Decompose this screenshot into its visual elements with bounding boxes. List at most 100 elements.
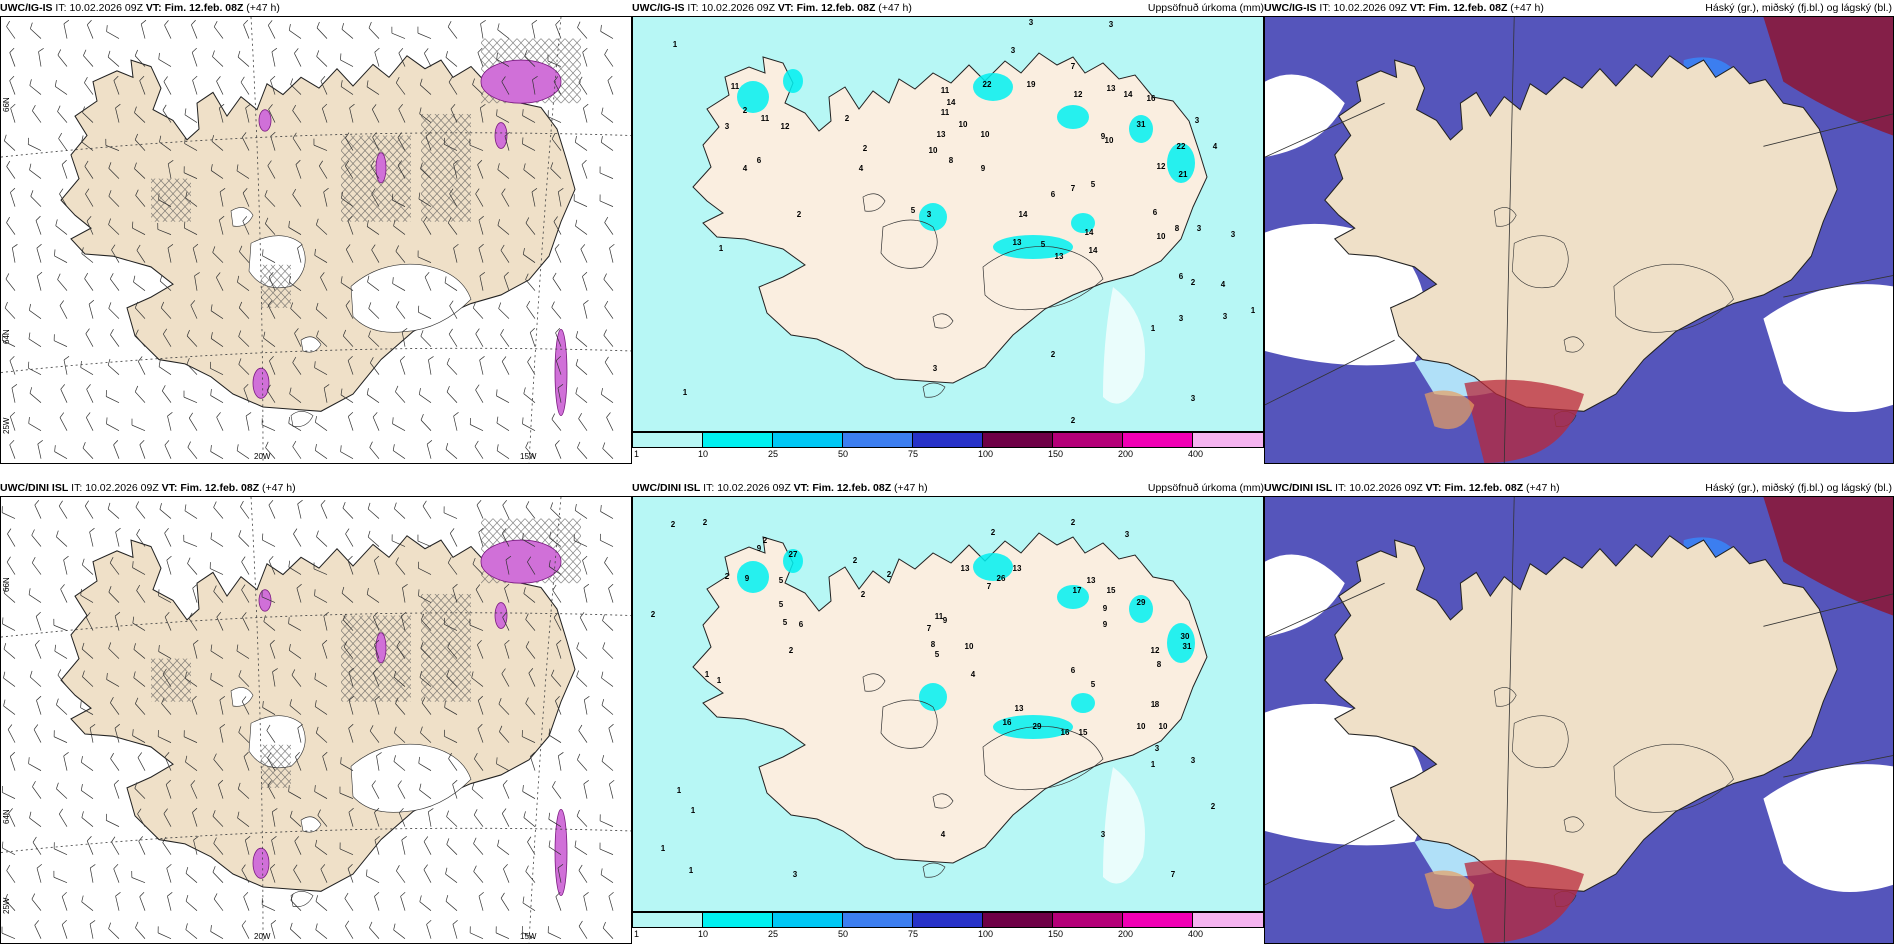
colorbar-tick: 150: [1048, 449, 1064, 459]
precip-value-label: 13: [937, 130, 946, 139]
colorbar-tick: 100: [978, 449, 994, 459]
precip-value-label: 13: [961, 564, 970, 573]
precip-value-label: 12: [1157, 162, 1166, 171]
precip-value-label: 14: [947, 98, 956, 107]
precip-value-label: 1: [683, 388, 688, 397]
precip-value-label: 2: [763, 536, 768, 545]
precip-label: Uppsöfnuð úrkoma (mm): [1147, 482, 1264, 494]
wind-panel-bottom: UWC/DINI ISL IT: 10.02.2026 09Z VT: Fim.…: [0, 480, 634, 950]
precip-value-label: 1: [705, 670, 710, 679]
precip-value-label: 3: [1155, 744, 1160, 753]
precip-value-label: 11: [941, 86, 950, 95]
precip-value-label: 1: [719, 244, 724, 253]
colorbar-tick: 50: [838, 449, 849, 459]
precip-value-label: 31: [1137, 120, 1146, 129]
precip-value-label: 16: [1147, 94, 1156, 103]
colorbar-swatch: [773, 433, 843, 447]
precip-value-label: 3: [1191, 394, 1196, 403]
precip-value-label: 3: [1125, 530, 1130, 539]
colorbar-swatch: [1123, 913, 1193, 927]
panel-title: UWC/DINI ISL IT: 10.02.2026 09Z VT: Fim.…: [1264, 482, 1560, 494]
precip-value-label: 2: [861, 590, 866, 599]
panel-title: UWC/IG-IS IT: 10.02.2026 09Z VT: Fim. 12…: [632, 2, 912, 14]
precip-value-label: 1: [1151, 760, 1156, 769]
panel-title: UWC/IG-IS IT: 10.02.2026 09Z VT: Fim. 12…: [0, 2, 280, 14]
precip-value-label: 6: [757, 156, 762, 165]
colorbar-tick: 1: [634, 929, 640, 939]
precip-value-label: 12: [781, 122, 790, 131]
precip-value-label: 6: [1071, 666, 1076, 675]
precip-value-label: 7: [1071, 62, 1076, 71]
colorbar-tick: 50: [838, 929, 849, 939]
lon-label-25w: 25W: [2, 417, 11, 434]
precip-value-label: 11: [761, 114, 770, 123]
colorbar-tick: 75: [908, 449, 919, 459]
colorbar-swatch: [1053, 433, 1123, 447]
precip-value-label: 7: [927, 624, 932, 633]
lon-label-20w: 20W: [254, 452, 271, 461]
precip-value-label: 1: [677, 786, 682, 795]
precip-value-label: 2: [651, 610, 656, 619]
colorbar-swatch: [1193, 433, 1263, 447]
precip-value-label: 1: [691, 806, 696, 815]
precip-value-label: 9: [745, 574, 750, 583]
precip-value-label: 10: [959, 120, 968, 129]
precip-value-label: 5: [935, 650, 940, 659]
precip-value-label: 2: [991, 528, 996, 537]
colorbar-swatch: [1053, 913, 1123, 927]
precip-value-label: 4: [743, 164, 748, 173]
precip-value-label: 10: [1159, 722, 1168, 731]
wind-map: [0, 16, 632, 464]
precip-value-label: 4: [941, 830, 946, 839]
colorbar-swatch: [983, 433, 1053, 447]
precip-value-label: 13: [1055, 252, 1064, 261]
precip-value-label: 6: [1179, 272, 1184, 281]
precip-value-label: 3: [927, 210, 932, 219]
precip-value-label: 2: [863, 144, 868, 153]
precip-value-label: 14: [1124, 90, 1133, 99]
lon-label-25w: 25W: [2, 897, 11, 914]
precip-value-label: 1: [1251, 306, 1256, 315]
precip-value-label: 4: [1221, 280, 1226, 289]
precip-value-label: 2: [1051, 350, 1056, 359]
precip-value-label: 4: [859, 164, 864, 173]
precip-value-label: 3: [1109, 20, 1114, 29]
precip-value-label: 13: [1107, 84, 1116, 93]
precip-value-label: 2: [797, 210, 802, 219]
precip-value-label: 3: [1029, 18, 1034, 27]
precip-value-label: 9: [943, 616, 948, 625]
precip-value-label: 19: [1027, 80, 1036, 89]
colorbar-tick: 100: [978, 929, 994, 939]
panel-title: UWC/DINI ISL IT: 10.02.2026 09Z VT: Fim.…: [0, 482, 296, 494]
precip-value-label: 2: [743, 106, 748, 115]
cloud-map: [1264, 16, 1894, 464]
precip-value-label: 13: [1013, 564, 1022, 573]
precip-value-label: 3: [1223, 312, 1228, 321]
precip-value-label: 13: [1013, 238, 1022, 247]
precip-value-label: 3: [725, 122, 730, 131]
precip-value-label: 8: [931, 640, 936, 649]
precip-value-label: 6: [799, 620, 804, 629]
precip-value-label: 3: [1195, 116, 1200, 125]
precip-value-label: 16: [1061, 728, 1070, 737]
panel-title: UWC/IG-IS IT: 10.02.2026 09Z VT: Fim. 12…: [1264, 2, 1544, 14]
precip-value-label: 5: [1041, 240, 1046, 249]
precip-value-label: 4: [1213, 142, 1218, 151]
cloud-map: [1264, 496, 1894, 944]
precip-value-label: 10: [929, 146, 938, 155]
precip-value-label: 1: [1151, 324, 1156, 333]
precip-value-label: 5: [779, 576, 784, 585]
precip-value-label: 3: [933, 364, 938, 373]
precip-label: Uppsöfnuð úrkoma (mm): [1147, 2, 1264, 14]
colorbar-tick: 400: [1188, 449, 1204, 459]
precip-value-label: 7: [1171, 870, 1176, 879]
precip-value-label: 21: [1179, 170, 1188, 179]
colorbar-swatch: [843, 913, 913, 927]
precip-value-label: 9: [981, 164, 986, 173]
lon-label-15w: 15W: [520, 452, 537, 461]
colorbar-tick: 400: [1188, 929, 1204, 939]
colorbar-swatch: [633, 913, 703, 927]
precip-value-label: 5: [911, 206, 916, 215]
precip-value-label: 1: [717, 676, 722, 685]
precip-value-label: 15: [1079, 728, 1088, 737]
